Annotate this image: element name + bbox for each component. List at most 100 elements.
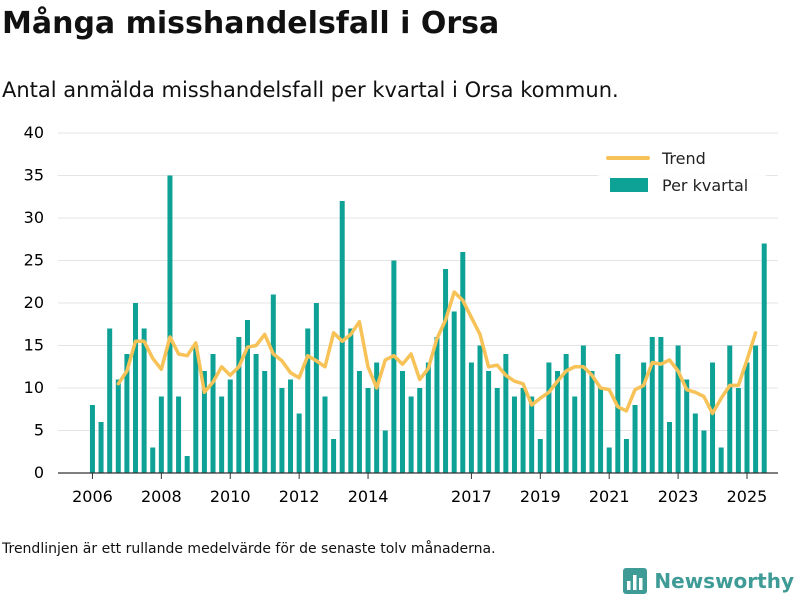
bar: [115, 379, 121, 473]
bar: [692, 413, 698, 473]
bar: [718, 447, 724, 473]
bar: [546, 362, 552, 473]
bar: [468, 362, 474, 473]
brand-name: Newsworthy: [654, 569, 794, 593]
bar: [313, 303, 319, 473]
bar: [606, 447, 612, 473]
bar: [193, 345, 199, 473]
legend-trend-label: Trend: [661, 149, 706, 168]
bar: [305, 328, 311, 473]
bar: [520, 388, 526, 473]
bar: [244, 320, 250, 473]
y-tick-label: 15: [24, 336, 44, 355]
footnote: Trendlinjen är ett rullande medelvärde f…: [2, 541, 496, 557]
bar: [735, 388, 741, 473]
legend: Trend Per kvartal: [598, 142, 766, 200]
bar: [348, 328, 354, 473]
legend-bar-swatch: [610, 178, 648, 192]
bar: [555, 371, 561, 473]
bar: [356, 371, 362, 473]
y-tick-label: 25: [24, 251, 44, 270]
bar: [374, 362, 380, 473]
y-tick-label: 30: [24, 208, 44, 227]
bar: [184, 456, 190, 473]
bar: [107, 328, 113, 473]
bars-series: [89, 175, 767, 473]
bar: [408, 396, 414, 473]
bar: [141, 328, 147, 473]
y-tick-label: 35: [24, 166, 44, 185]
x-tick-label: 2012: [279, 487, 320, 506]
bar: [598, 388, 604, 473]
bar: [417, 388, 423, 473]
bar: [201, 371, 207, 473]
y-tick-label: 40: [24, 123, 44, 142]
bar: [434, 337, 440, 473]
bar: [486, 371, 492, 473]
bar: [425, 362, 431, 473]
bar: [322, 396, 328, 473]
bar: [365, 388, 371, 473]
bar: [253, 354, 259, 473]
bar: [649, 337, 655, 473]
bar: [382, 430, 388, 473]
bar: [236, 337, 242, 473]
bar: [623, 439, 629, 473]
brand: Newsworthy: [623, 568, 794, 594]
bar: [460, 252, 466, 473]
x-tick-label: 2014: [348, 487, 389, 506]
bar: [675, 345, 681, 473]
bar: [684, 379, 690, 473]
bar: [262, 371, 268, 473]
gridlines: [58, 132, 778, 431]
bar: [227, 379, 233, 473]
bar: [98, 422, 104, 473]
x-tick-label: 2019: [520, 487, 561, 506]
y-axis: 0 5 10 15 20 25 30 35 40: [24, 123, 44, 482]
bar: [494, 388, 500, 473]
bar: [158, 396, 164, 473]
chart-subtitle: Antal anmälda misshandelsfall per kvarta…: [2, 78, 619, 102]
bar: [572, 396, 578, 473]
x-axis: 2006 2008 2010 2012 2014 2017 2019 2021 2023 2025: [58, 472, 778, 506]
x-tick-label: 2023: [658, 487, 699, 506]
bar: [176, 396, 182, 473]
bar: [391, 260, 397, 473]
y-tick-label: 5: [34, 421, 44, 440]
bar: [615, 354, 621, 473]
bar: [477, 345, 483, 473]
bar: [210, 354, 216, 473]
bar: [296, 413, 302, 473]
bar: [124, 354, 130, 473]
bar: [529, 396, 535, 473]
bar: [744, 362, 750, 473]
bar: [133, 303, 139, 473]
bar: [727, 345, 733, 473]
y-tick-label: 10: [24, 378, 44, 397]
bar: [451, 311, 457, 473]
bar: [580, 345, 586, 473]
bar: [589, 371, 595, 473]
bar: [511, 396, 517, 473]
bar: [537, 439, 543, 473]
x-tick-label: 2010: [210, 487, 251, 506]
y-tick-label: 0: [34, 463, 44, 482]
bar: [89, 405, 95, 473]
legend-bar-label: Per kvartal: [662, 176, 748, 195]
bar: [167, 175, 173, 473]
bar: [443, 269, 449, 473]
bar: [150, 447, 156, 473]
chart-title: Många misshandelsfall i Orsa: [2, 6, 500, 41]
bar: [331, 439, 337, 473]
x-tick-label: 2025: [727, 487, 768, 506]
bar: [339, 201, 345, 473]
bar: [288, 379, 294, 473]
bar: [279, 388, 285, 473]
bar: [710, 362, 716, 473]
bar: [219, 396, 225, 473]
bar: [658, 337, 664, 473]
bar: [400, 371, 405, 473]
bar: [632, 405, 638, 473]
x-tick-label: 2021: [589, 487, 630, 506]
